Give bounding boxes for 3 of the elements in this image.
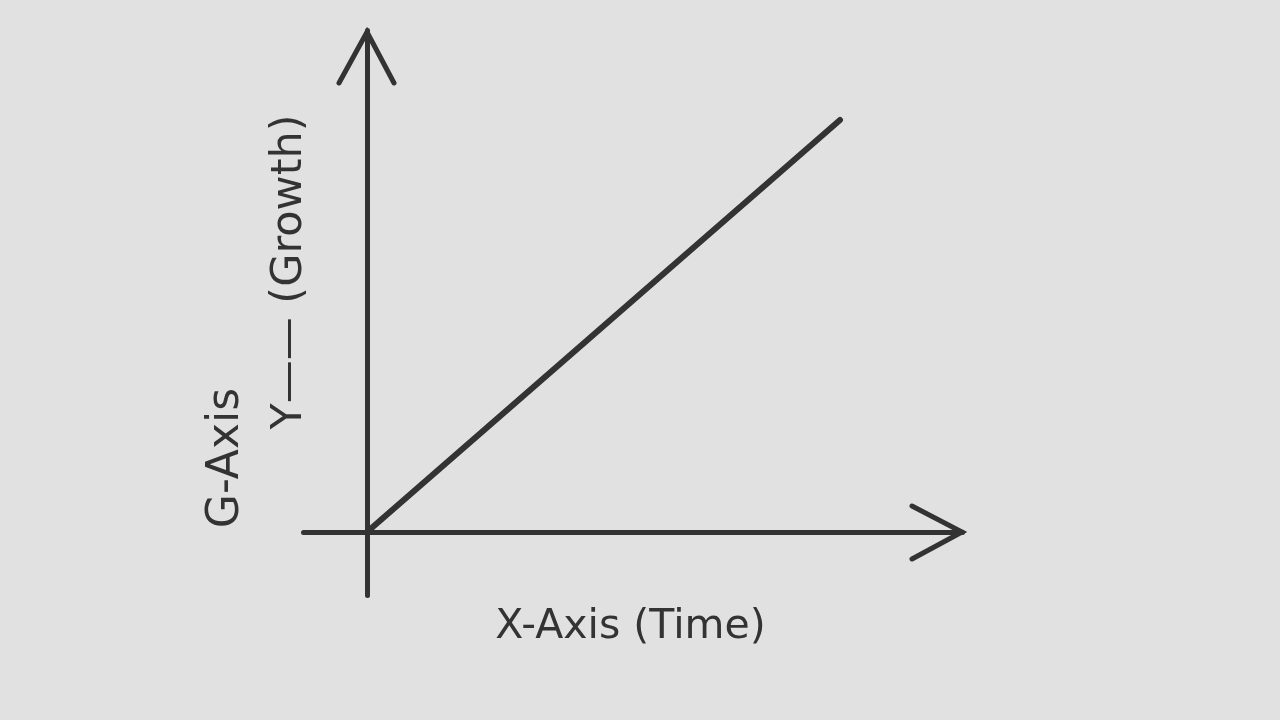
text: Y—— (Growth)	[261, 114, 311, 431]
text: G-Axis	[197, 387, 248, 529]
x-axis-title: X-Axis (Time)	[495, 599, 766, 648]
